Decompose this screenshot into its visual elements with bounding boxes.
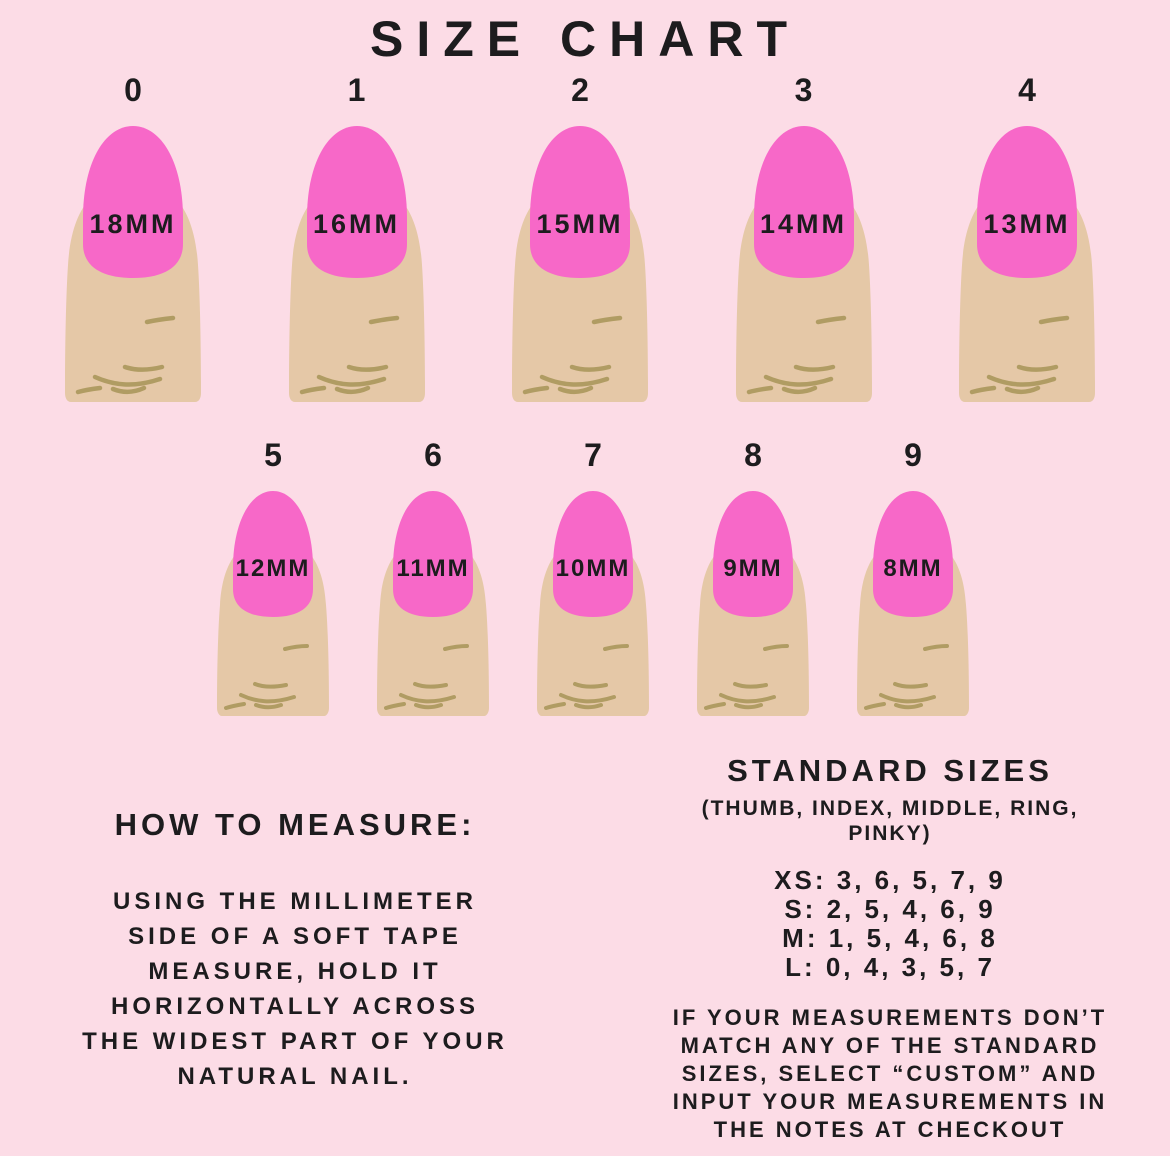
- finger-size-number: 9: [904, 437, 922, 473]
- standard-sizes-subheading: (THUMB, INDEX, MIDDLE, RING, PINKY): [650, 796, 1130, 846]
- how-to-measure-body: USING THE MILLIMETER SIDE OF A SOFT TAPE…: [50, 884, 540, 1094]
- finger-illustration: 16MM: [282, 125, 432, 403]
- finger-row-large: 0 18MM 1: [58, 72, 1102, 403]
- size-line-l: L: 0, 4, 3, 5, 7: [785, 952, 995, 982]
- body-line: USING THE MILLIMETER: [113, 888, 477, 915]
- finger-size-number: 2: [571, 72, 589, 108]
- body-line: SIDE OF A SOFT TAPE: [128, 923, 462, 950]
- nail-width-label: 16MM: [312, 209, 400, 239]
- finger-graphic: [697, 491, 809, 716]
- finger-size-8: 8 9MM: [691, 437, 815, 717]
- size-line-m: M: 1, 5, 4, 6, 8: [782, 923, 998, 953]
- finger-size-number: 4: [1018, 72, 1036, 108]
- finger-illustration: 12MM: [211, 487, 335, 717]
- nail-shape: [83, 126, 183, 278]
- size-line-xs: XS: 3, 6, 5, 7, 9: [774, 865, 1006, 895]
- knuckle-creases: [224, 644, 309, 710]
- nail-width-label: 11MM: [396, 555, 470, 582]
- finger-graphic: [537, 491, 649, 716]
- how-to-measure-heading: HOW TO MEASURE:: [114, 807, 476, 842]
- body-line: THE WIDEST PART OF YOUR: [82, 1028, 508, 1055]
- knuckle-creases: [864, 644, 949, 710]
- knuckle-creases: [704, 644, 789, 710]
- nail-shape: [530, 126, 630, 278]
- nail-shape: [306, 126, 407, 278]
- finger-row-small: 5 12MM 6: [211, 437, 975, 717]
- finger-size-0: 0 18MM: [58, 72, 208, 403]
- how-to-measure-section: HOW TO MEASURE: USING THE MILLIMETER SID…: [50, 806, 540, 1094]
- finger-graphic: [377, 491, 489, 716]
- nail-shape: [393, 491, 473, 617]
- note-line: MATCH ANY OF THE STANDARD: [680, 1033, 1100, 1058]
- knuckle-creases: [522, 315, 623, 395]
- knuckle-creases: [969, 315, 1070, 395]
- size-line-s: S: 2, 5, 4, 6, 9: [784, 894, 996, 924]
- standard-sizes-section: STANDARD SIZES (THUMB, INDEX, MIDDLE, RI…: [650, 752, 1130, 1144]
- finger-size-number: 0: [124, 72, 142, 108]
- knuckle-creases: [299, 315, 399, 395]
- body-line: NATURAL NAIL.: [177, 1063, 413, 1090]
- nail-width-label: 10MM: [555, 555, 631, 582]
- finger-size-number: 3: [794, 72, 813, 108]
- nail-shape: [753, 126, 854, 278]
- custom-size-note: IF YOUR MEASUREMENTS DON’T MATCH ANY OF …: [650, 1004, 1130, 1144]
- nail-width-label: 12MM: [235, 555, 311, 582]
- knuckle-creases: [544, 644, 629, 710]
- body-line: HORIZONTALLY ACROSS: [110, 993, 480, 1020]
- finger-illustration: 18MM: [58, 125, 208, 403]
- finger-graphic: [288, 126, 425, 402]
- finger-size-4: 4 13MM: [952, 72, 1102, 403]
- finger-graphic: [735, 126, 872, 402]
- finger-illustration: 15MM: [505, 125, 655, 403]
- nail-shape: [713, 491, 793, 617]
- finger-size-number: 7: [584, 437, 602, 473]
- nail-width-label: 18MM: [89, 209, 177, 239]
- finger-size-7: 7 10MM: [531, 437, 655, 717]
- nail-width-label: 8MM: [883, 555, 943, 582]
- finger-illustration: 11MM: [371, 487, 495, 717]
- knuckle-creases: [384, 644, 469, 710]
- finger-graphic: [857, 491, 969, 716]
- finger-illustration: 10MM: [531, 487, 655, 717]
- finger-graphic: [959, 126, 1095, 402]
- finger-size-1: 1 16MM: [282, 72, 432, 403]
- finger-illustration: 8MM: [851, 487, 975, 717]
- finger-size-3: 3 14MM: [729, 72, 879, 403]
- note-line: SIZES, SELECT “CUSTOM” AND: [681, 1061, 1099, 1086]
- note-line: INPUT YOUR MEASUREMENTS IN: [672, 1089, 1108, 1114]
- subheading-line: PINKY): [848, 822, 932, 845]
- nail-shape: [553, 491, 633, 617]
- nail-shape: [977, 126, 1077, 278]
- nail-width-label: 13MM: [983, 209, 1071, 239]
- finger-graphic: [65, 126, 201, 402]
- page-title: SIZE CHART: [370, 11, 800, 67]
- finger-illustration: 9MM: [691, 487, 815, 717]
- nail-shape: [873, 491, 953, 617]
- knuckle-creases: [746, 315, 846, 395]
- note-line: IF YOUR MEASUREMENTS DON’T: [672, 1005, 1108, 1030]
- finger-size-number: 5: [264, 437, 282, 473]
- subheading-line: (THUMB, INDEX, MIDDLE, RING,: [701, 797, 1079, 820]
- nail-width-label: 14MM: [759, 209, 847, 239]
- finger-graphic: [512, 126, 648, 402]
- nail-width-label: 9MM: [723, 555, 783, 582]
- finger-size-number: 1: [347, 72, 366, 108]
- standard-sizes-heading: STANDARD SIZES: [727, 753, 1053, 788]
- finger-size-2: 2 15MM: [505, 72, 655, 403]
- knuckle-creases: [75, 315, 176, 395]
- finger-illustration: 13MM: [952, 125, 1102, 403]
- nail-width-label: 15MM: [536, 209, 624, 239]
- body-line: MEASURE, HOLD IT: [148, 958, 442, 985]
- finger-graphic: [217, 491, 329, 716]
- finger-illustration: 14MM: [729, 125, 879, 403]
- finger-size-5: 5 12MM: [211, 437, 335, 717]
- note-line: THE NOTES AT CHECKOUT: [713, 1117, 1067, 1142]
- finger-size-number: 6: [424, 437, 442, 473]
- finger-size-number: 8: [744, 437, 762, 473]
- standard-sizes-list: XS: 3, 6, 5, 7, 9 S: 2, 5, 4, 6, 9 M: 1,…: [650, 866, 1130, 982]
- finger-size-6: 6 11MM: [371, 437, 495, 717]
- finger-size-9: 9 8MM: [851, 437, 975, 717]
- nail-shape: [233, 491, 313, 617]
